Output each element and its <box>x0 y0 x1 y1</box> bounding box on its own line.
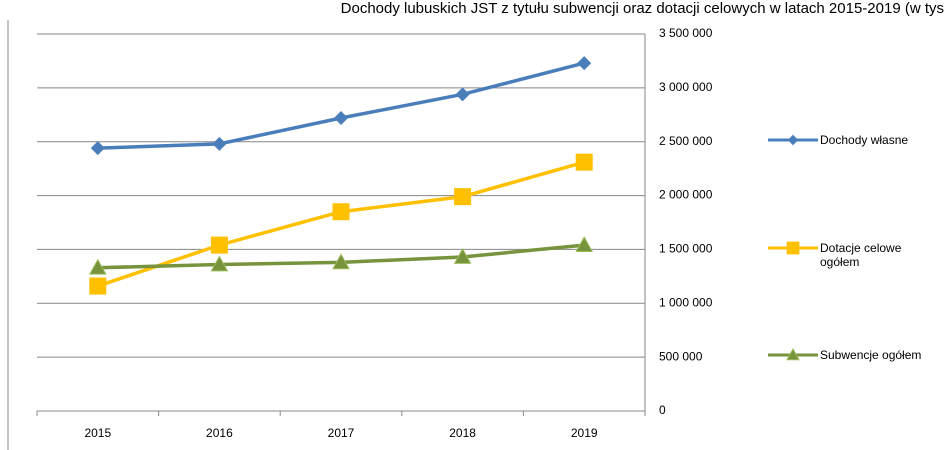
marker <box>786 347 800 361</box>
x-tick-label: 2015 <box>84 426 111 440</box>
y-tick-label: 2 500 000 <box>659 134 713 148</box>
marker <box>212 136 227 151</box>
marker <box>210 255 229 272</box>
marker <box>575 236 594 253</box>
marker <box>332 253 350 270</box>
chart-title: Dochody lubuskich JST z tytułu subwencji… <box>341 0 944 17</box>
legend-label: Dotacje celowe ogółem <box>820 241 902 269</box>
y-tick-label: 0 <box>659 403 666 417</box>
marker <box>454 188 472 206</box>
marker <box>88 258 107 275</box>
y-tick-label: 1 500 000 <box>659 242 713 256</box>
series-line <box>97 61 585 150</box>
legend-label: Subwencje ogółem <box>820 348 922 362</box>
marker <box>89 277 107 295</box>
x-tick-label: 2016 <box>206 426 233 440</box>
marker <box>90 141 105 156</box>
y-tick-label: 1 000 000 <box>659 295 713 309</box>
y-tick-label: 3 500 000 <box>659 26 713 40</box>
marker <box>787 134 799 146</box>
y-tick-label: 2 000 000 <box>659 188 713 202</box>
marker <box>575 153 593 171</box>
marker <box>332 203 350 221</box>
x-tick-label: 2017 <box>328 426 355 440</box>
y-tick-label: 500 000 <box>659 349 703 363</box>
x-tick-label: 2019 <box>571 426 598 440</box>
marker <box>453 247 472 264</box>
marker <box>455 87 470 102</box>
x-tick-label: 2018 <box>449 426 476 440</box>
marker <box>786 241 800 255</box>
marker <box>334 111 348 126</box>
marker <box>210 236 228 254</box>
y-tick-label: 3 000 000 <box>659 80 713 94</box>
marker <box>577 56 592 71</box>
legend-label: Dochody własne <box>820 133 909 147</box>
